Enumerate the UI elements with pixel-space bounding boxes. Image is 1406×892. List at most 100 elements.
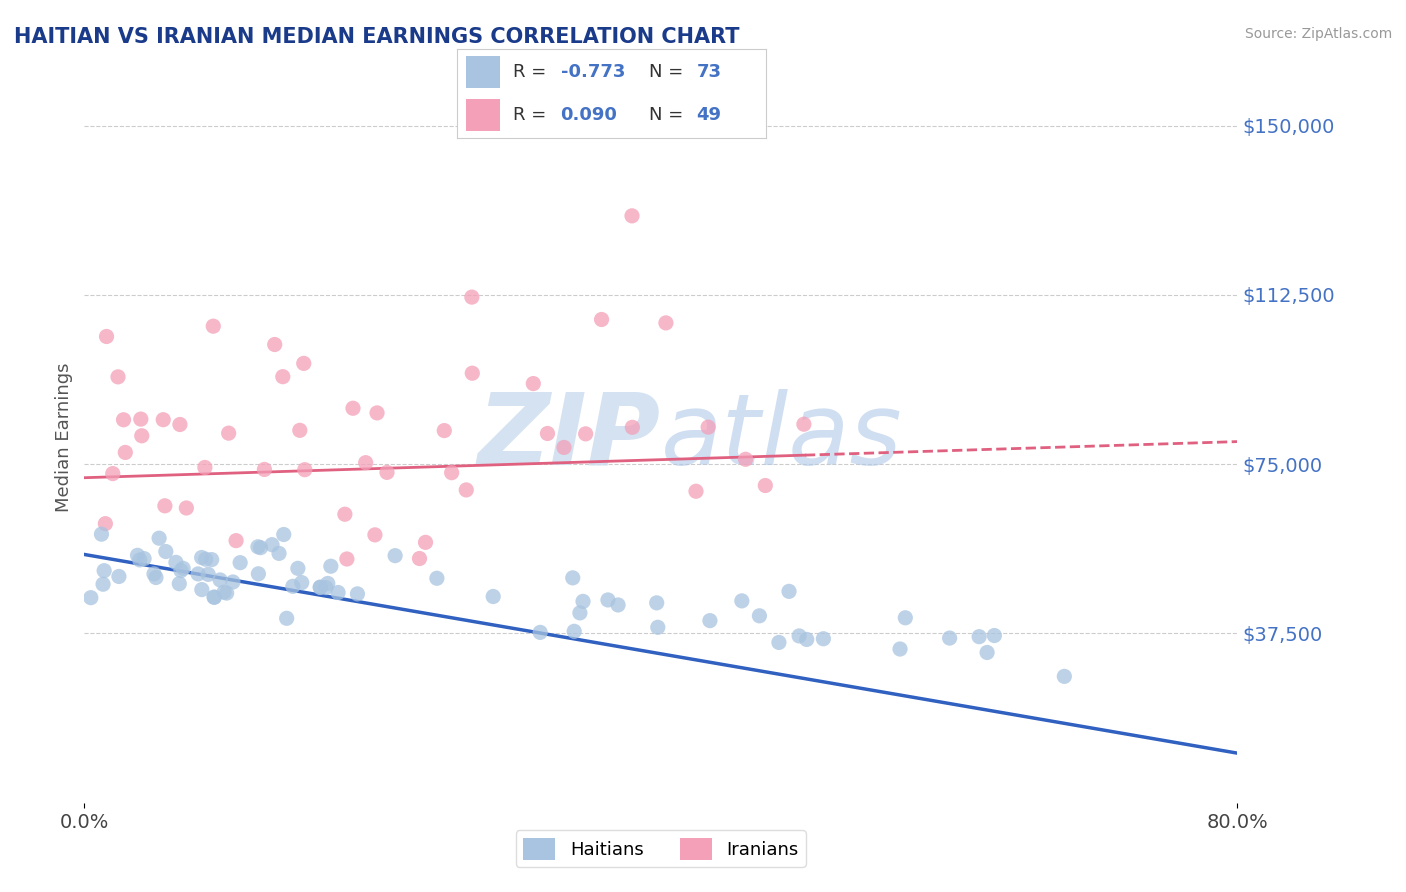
Point <box>336 552 359 566</box>
Point <box>108 569 131 583</box>
Point <box>176 500 198 515</box>
Text: atlas: atlas <box>661 389 903 485</box>
Point <box>253 462 276 476</box>
Point <box>263 337 285 351</box>
Point <box>697 420 720 434</box>
Point <box>215 586 238 600</box>
Point <box>461 366 484 380</box>
Point <box>271 369 294 384</box>
Point <box>342 401 364 416</box>
Point <box>456 483 478 497</box>
Point <box>292 356 315 370</box>
Point <box>813 632 835 646</box>
Point <box>375 466 398 480</box>
Point <box>165 555 187 569</box>
Point <box>96 329 118 343</box>
Point <box>621 209 644 223</box>
Point <box>288 423 311 437</box>
Point <box>787 629 810 643</box>
Point <box>522 376 544 391</box>
Point <box>247 566 270 581</box>
Point <box>294 463 316 477</box>
Point <box>197 567 219 582</box>
Point <box>194 552 217 566</box>
Point <box>143 566 166 581</box>
Point <box>287 561 309 575</box>
Point <box>621 420 644 434</box>
Text: HAITIAN VS IRANIAN MEDIAN EARNINGS CORRELATION CHART: HAITIAN VS IRANIAN MEDIAN EARNINGS CORRE… <box>14 27 740 46</box>
Point <box>440 466 463 480</box>
Point <box>202 319 225 334</box>
Point <box>169 576 191 591</box>
Point <box>202 591 225 605</box>
Text: 49: 49 <box>697 106 721 124</box>
Bar <box>467 99 501 131</box>
Point <box>225 533 247 548</box>
Point <box>976 645 998 659</box>
Point <box>222 574 245 589</box>
Text: -0.773: -0.773 <box>561 63 624 81</box>
Point <box>309 580 332 594</box>
Point <box>655 316 678 330</box>
Point <box>575 426 598 441</box>
Point <box>366 406 388 420</box>
Point <box>354 456 377 470</box>
Point <box>202 590 225 604</box>
Point <box>894 611 917 625</box>
Point <box>249 541 271 555</box>
Point <box>685 484 707 499</box>
Point <box>731 594 754 608</box>
Point <box>281 579 304 593</box>
Point <box>568 606 591 620</box>
Point <box>426 571 449 585</box>
Point <box>127 549 149 563</box>
Point <box>246 540 269 554</box>
Point <box>91 577 114 591</box>
Point <box>607 598 630 612</box>
Point <box>415 535 437 549</box>
Point <box>131 429 153 443</box>
Point <box>461 290 484 304</box>
Text: R =: R = <box>513 106 551 124</box>
Point <box>536 426 558 441</box>
Point <box>319 559 342 574</box>
Point <box>768 635 790 649</box>
Point <box>114 445 136 459</box>
Point <box>796 632 818 647</box>
Point <box>333 507 356 521</box>
Point <box>645 596 668 610</box>
Point <box>212 585 235 599</box>
Point <box>291 575 314 590</box>
Legend: Haitians, Iranians: Haitians, Iranians <box>516 830 806 867</box>
Point <box>132 551 155 566</box>
Y-axis label: Median Earnings: Median Earnings <box>55 362 73 512</box>
Point <box>591 312 613 326</box>
Bar <box>467 56 501 88</box>
Point <box>699 614 721 628</box>
Point <box>153 499 176 513</box>
Point <box>172 561 194 575</box>
Point <box>169 417 191 432</box>
Point <box>562 624 585 639</box>
Text: 0.090: 0.090 <box>561 106 617 124</box>
Point <box>80 591 103 605</box>
Text: 73: 73 <box>697 63 721 81</box>
Point <box>596 593 619 607</box>
Point <box>793 417 815 432</box>
Point <box>529 625 551 640</box>
Point <box>152 413 174 427</box>
Point <box>647 620 669 634</box>
Point <box>561 571 583 585</box>
Point <box>260 538 283 552</box>
Point <box>229 556 252 570</box>
Point <box>128 553 150 567</box>
Point <box>967 630 990 644</box>
Point <box>201 552 224 566</box>
Point <box>889 642 911 657</box>
Point <box>94 516 117 531</box>
Point <box>187 566 209 581</box>
Point <box>218 426 240 441</box>
Point <box>112 413 135 427</box>
Point <box>267 546 290 560</box>
Point <box>90 527 112 541</box>
